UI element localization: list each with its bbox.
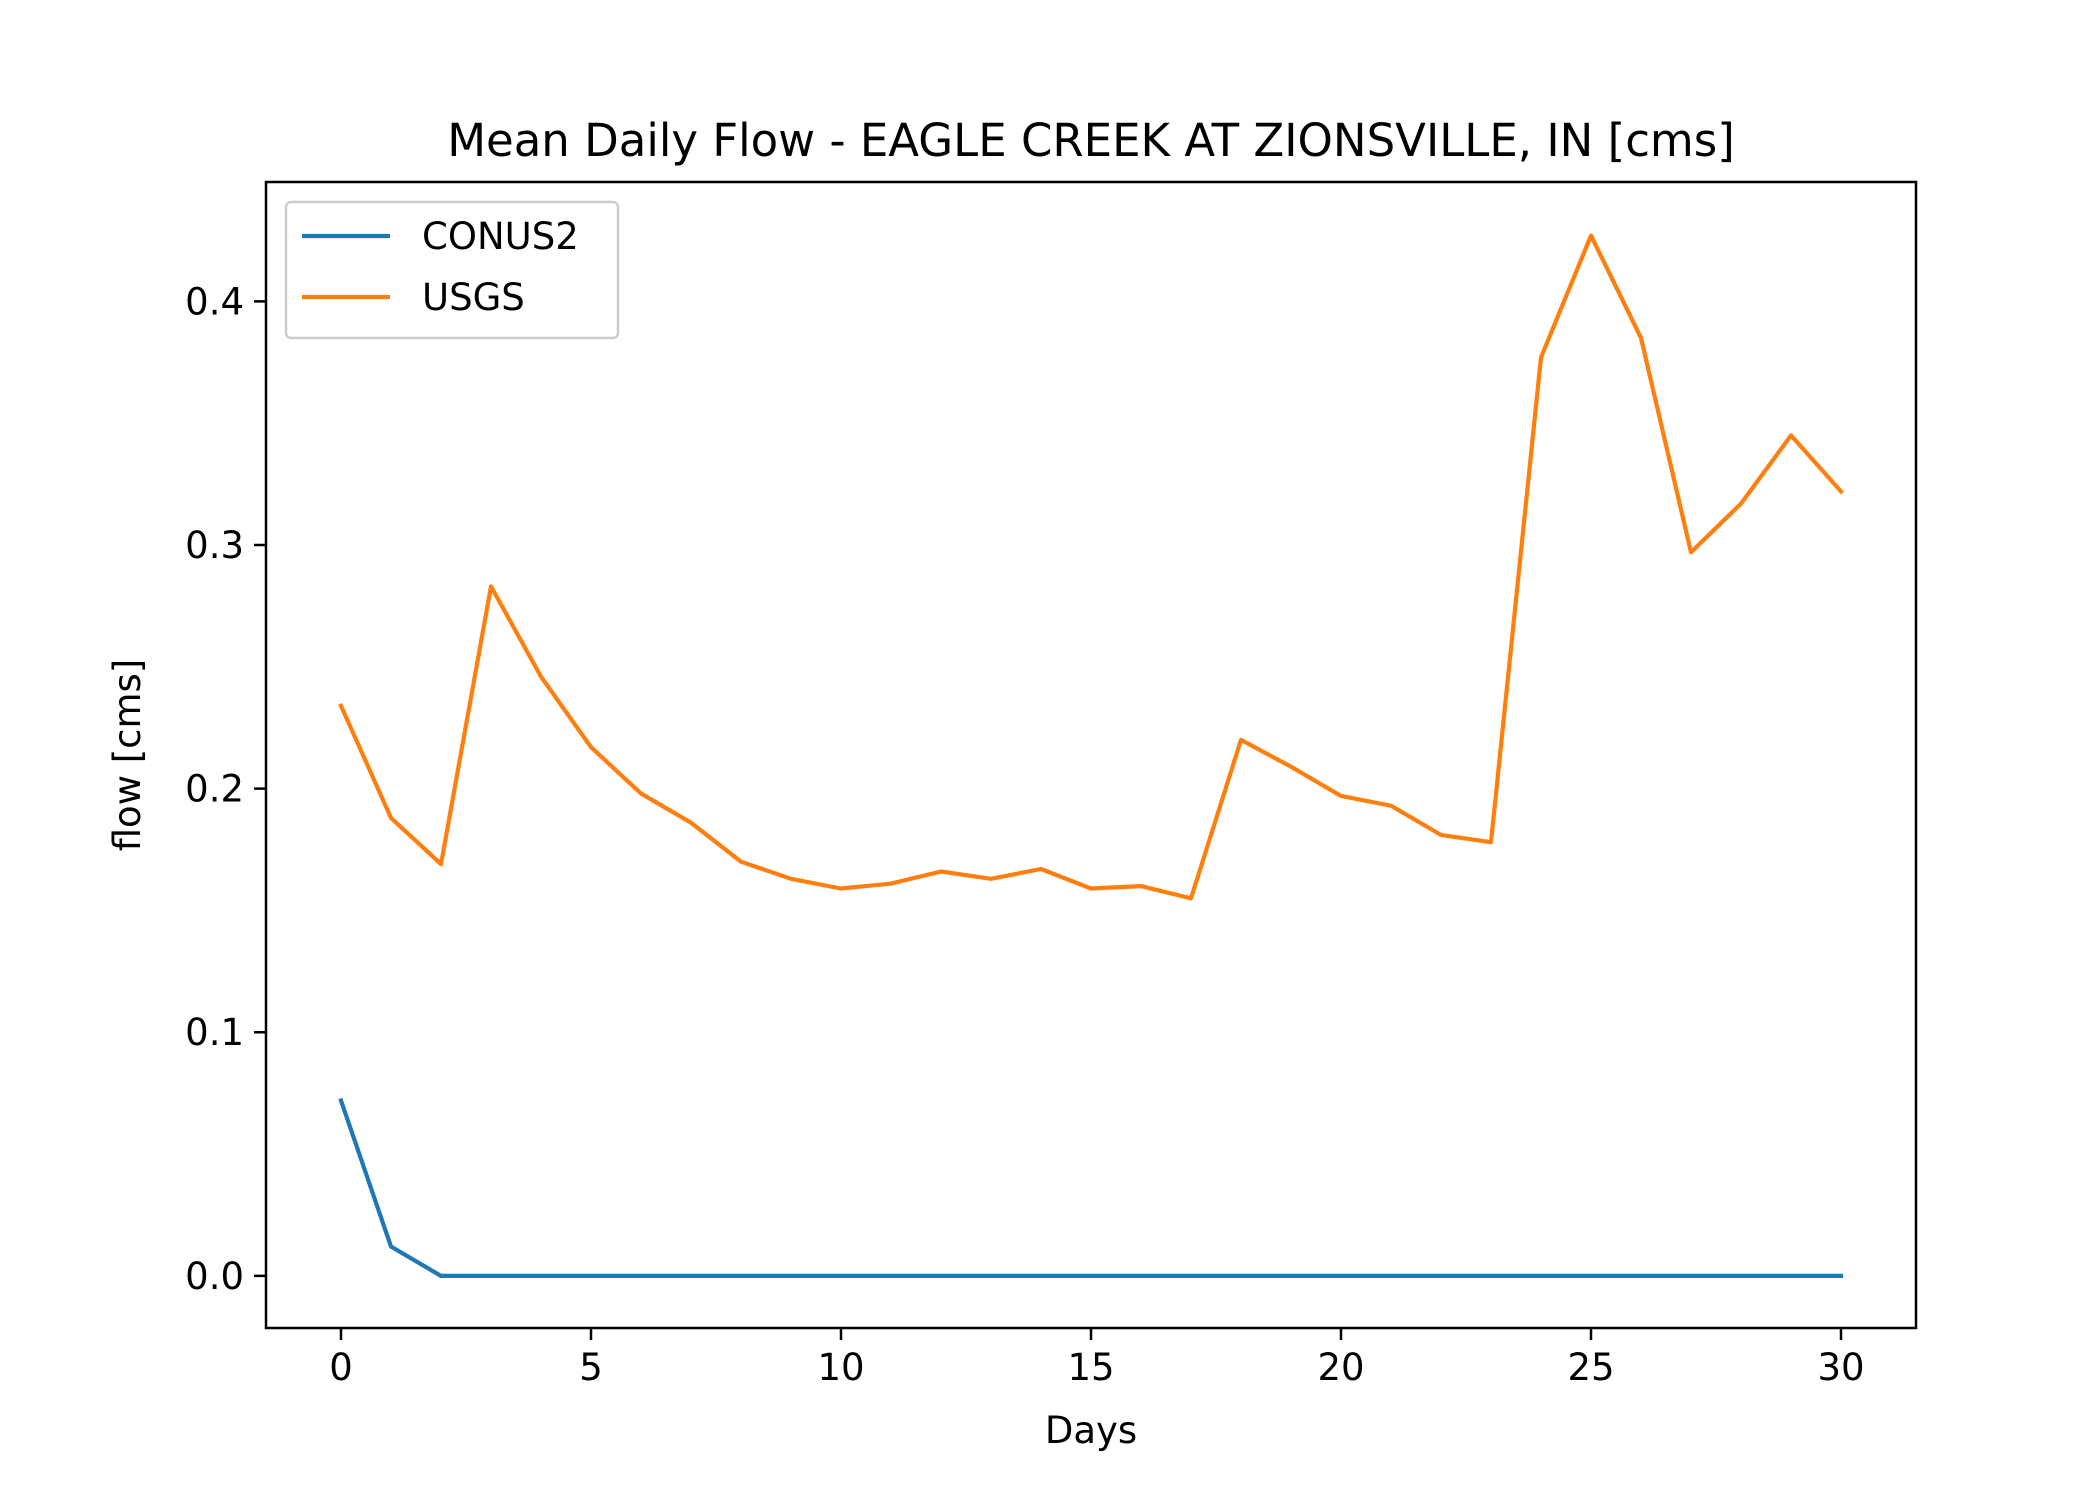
x-tick-label: 20	[1317, 1346, 1364, 1389]
y-axis-label: flow [cms]	[106, 659, 149, 852]
chart-title: Mean Daily Flow - EAGLE CREEK AT ZIONSVI…	[447, 114, 1735, 167]
series-line-usgs	[338, 233, 1844, 901]
legend: CONUS2 USGS	[284, 200, 620, 340]
x-tick-label: 0	[329, 1346, 353, 1389]
y-tick-label: 0.1	[185, 1011, 244, 1054]
series-layer	[338, 233, 1844, 1279]
x-tick-label: 15	[1067, 1346, 1114, 1389]
legend-label-conus2: CONUS2	[422, 215, 579, 258]
x-tick-label: 30	[1817, 1346, 1864, 1389]
y-tick-label: 0.2	[185, 768, 244, 811]
series-line-conus2	[338, 1097, 1844, 1279]
y-tick-label: 0.4	[185, 280, 244, 323]
legend-label-usgs: USGS	[422, 276, 525, 319]
y-tick-label: 0.3	[185, 524, 244, 567]
x-tick-label: 5	[579, 1346, 603, 1389]
x-axis: 0 5 10 15 20 25 30	[329, 1328, 1865, 1389]
y-tick-label: 0.0	[185, 1255, 244, 1298]
axes-frame	[264, 180, 1918, 1330]
y-axis: 0.0 0.1 0.2 0.3 0.4	[185, 280, 266, 1298]
x-tick-label: 25	[1567, 1346, 1614, 1389]
x-axis-label: Days	[1045, 1409, 1137, 1452]
plot-area	[264, 180, 1918, 1330]
x-tick-label: 10	[817, 1346, 864, 1389]
